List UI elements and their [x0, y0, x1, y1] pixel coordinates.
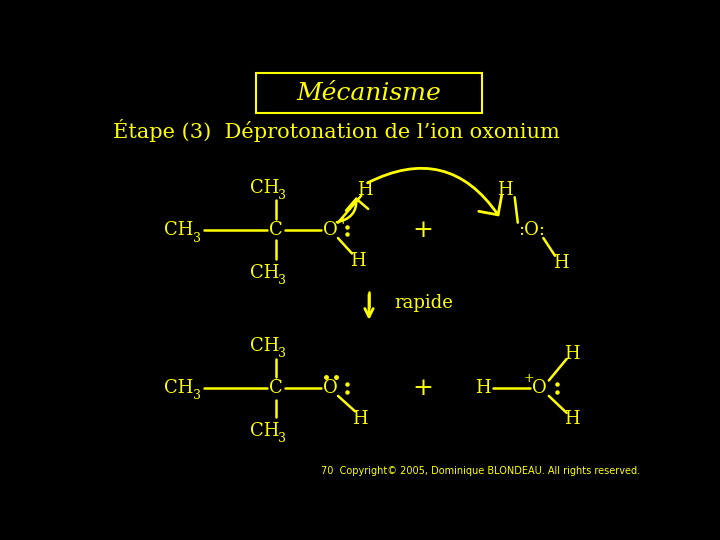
Text: 3: 3 — [278, 189, 287, 202]
FancyArrowPatch shape — [337, 199, 368, 222]
Text: 3: 3 — [193, 232, 201, 245]
Text: 3: 3 — [278, 432, 287, 445]
Text: CH: CH — [250, 337, 279, 355]
Text: CH: CH — [164, 379, 194, 397]
Text: C: C — [269, 221, 283, 239]
Text: H: H — [350, 252, 365, 270]
Text: 3: 3 — [278, 347, 287, 360]
Text: H: H — [564, 345, 580, 362]
Text: O: O — [323, 221, 338, 239]
Text: Mécanisme: Mécanisme — [297, 82, 441, 105]
Text: O: O — [323, 379, 338, 397]
Text: H: H — [554, 254, 569, 273]
Text: 3: 3 — [193, 389, 201, 402]
Text: 3: 3 — [278, 274, 287, 287]
Text: CH: CH — [250, 264, 279, 282]
FancyArrowPatch shape — [368, 168, 502, 215]
Text: CH: CH — [250, 179, 279, 197]
Text: Étape (3)  Déprotonation de l’ion oxonium: Étape (3) Déprotonation de l’ion oxonium — [113, 119, 560, 141]
Text: CH: CH — [250, 422, 279, 440]
Text: rapide: rapide — [394, 294, 453, 313]
Text: C: C — [269, 379, 283, 397]
Text: 70  Copyright© 2005, Dominique BLONDEAU. All rights reserved.: 70 Copyright© 2005, Dominique BLONDEAU. … — [321, 467, 640, 476]
Text: H: H — [352, 410, 367, 428]
Text: +: + — [413, 377, 433, 400]
Text: +: + — [413, 219, 433, 242]
Text: H: H — [497, 180, 513, 199]
Text: H: H — [564, 410, 580, 428]
Text: +: + — [523, 372, 534, 384]
Text: H: H — [357, 180, 373, 199]
Text: H: H — [475, 379, 491, 397]
Text: O: O — [532, 379, 547, 397]
Text: CH: CH — [164, 221, 194, 239]
Text: :O:: :O: — [518, 221, 545, 239]
Text: +: + — [338, 214, 348, 227]
